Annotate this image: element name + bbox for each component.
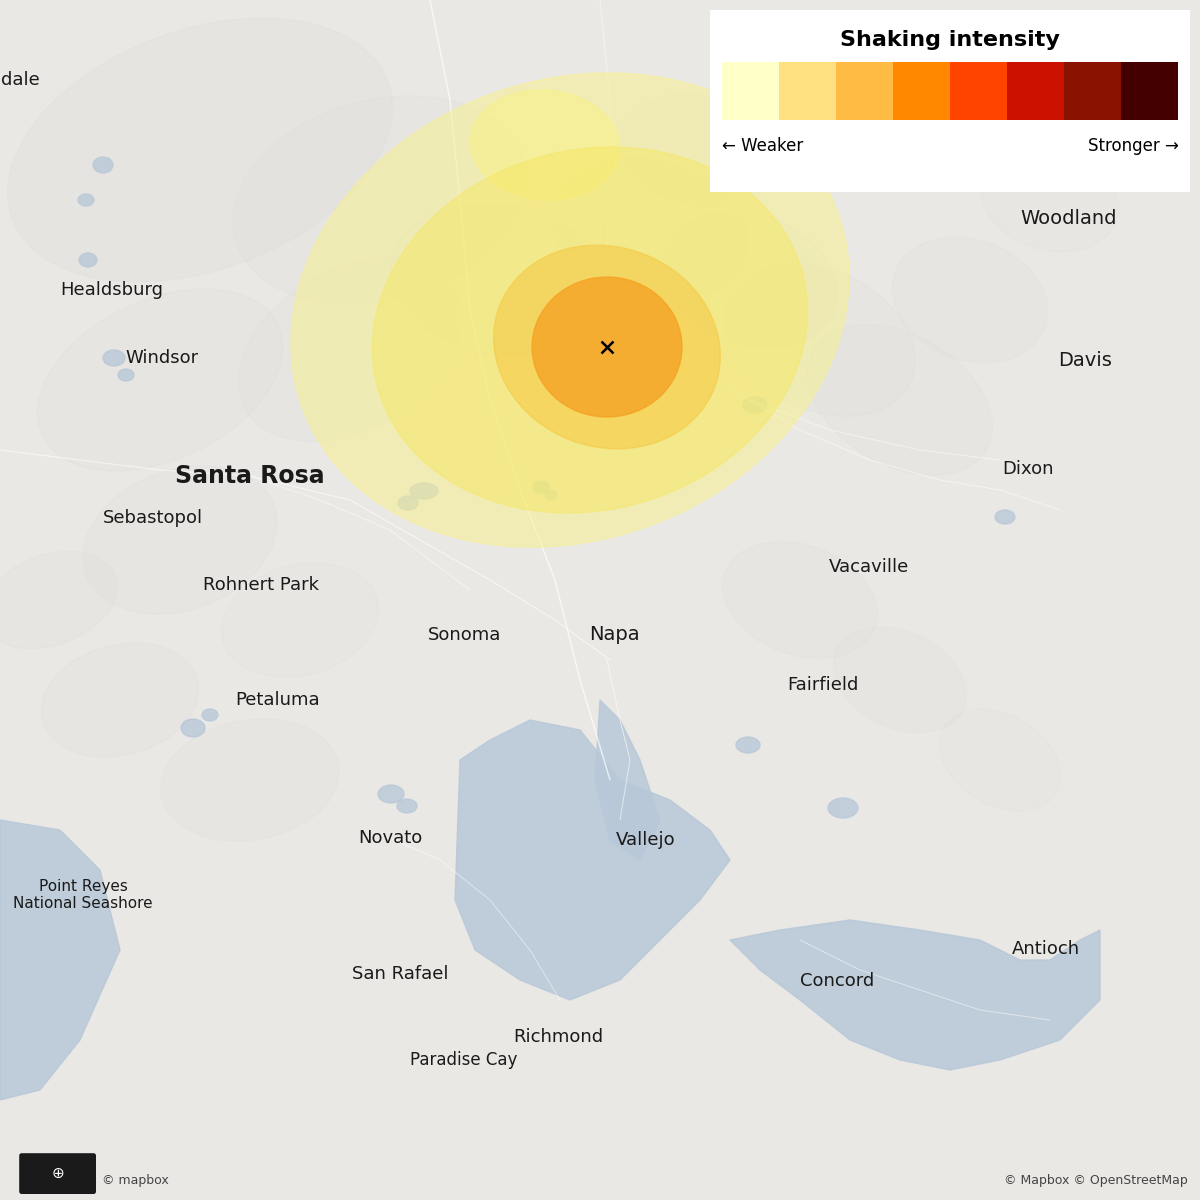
Text: Healdsburg: Healdsburg <box>60 281 163 299</box>
Text: ← Weaker: ← Weaker <box>722 137 804 155</box>
Polygon shape <box>730 920 1100 1070</box>
Text: Davis: Davis <box>1058 352 1112 371</box>
Ellipse shape <box>239 258 461 442</box>
Text: Napa: Napa <box>589 625 640 644</box>
Text: Sonoma: Sonoma <box>428 626 502 644</box>
Ellipse shape <box>397 799 418 814</box>
Ellipse shape <box>470 90 620 200</box>
Ellipse shape <box>982 149 1118 252</box>
Text: Novato: Novato <box>358 829 422 847</box>
Text: Paradise Cay: Paradise Cay <box>410 1051 517 1069</box>
Ellipse shape <box>391 204 610 356</box>
Ellipse shape <box>42 643 198 757</box>
Ellipse shape <box>79 253 97 266</box>
Ellipse shape <box>940 709 1061 811</box>
Ellipse shape <box>532 277 682 416</box>
Text: Shaking intensity: Shaking intensity <box>840 30 1061 50</box>
Polygon shape <box>595 700 660 860</box>
Ellipse shape <box>493 245 720 449</box>
Ellipse shape <box>722 541 877 659</box>
Ellipse shape <box>78 194 94 206</box>
Ellipse shape <box>37 289 282 470</box>
Text: Dixon: Dixon <box>1002 460 1054 478</box>
Ellipse shape <box>833 628 967 733</box>
Ellipse shape <box>410 482 438 499</box>
Text: Point Reyes
National Seashore: Point Reyes National Seashore <box>13 878 152 911</box>
Text: Concord: Concord <box>800 972 874 990</box>
Ellipse shape <box>398 496 418 510</box>
Text: © Mapbox © OpenStreetMap: © Mapbox © OpenStreetMap <box>1004 1175 1188 1188</box>
Ellipse shape <box>290 73 850 547</box>
Ellipse shape <box>620 94 779 206</box>
Text: Vallejo: Vallejo <box>616 830 676 850</box>
Text: ⊕: ⊕ <box>52 1166 64 1181</box>
Text: Petaluma: Petaluma <box>235 691 320 709</box>
Ellipse shape <box>233 96 527 304</box>
Ellipse shape <box>545 490 557 500</box>
Ellipse shape <box>828 798 858 818</box>
Ellipse shape <box>552 157 749 302</box>
Ellipse shape <box>94 157 113 173</box>
Text: Fairfield: Fairfield <box>787 676 859 694</box>
Text: Santa Rosa: Santa Rosa <box>175 464 325 488</box>
Text: Vacaville: Vacaville <box>829 558 910 576</box>
Ellipse shape <box>378 785 404 803</box>
Text: Antioch: Antioch <box>1012 940 1080 958</box>
Ellipse shape <box>161 719 340 841</box>
Ellipse shape <box>808 325 992 475</box>
Text: Woodland: Woodland <box>1020 209 1116 228</box>
Polygon shape <box>455 720 730 1000</box>
Text: Richmond: Richmond <box>512 1028 604 1046</box>
Ellipse shape <box>743 397 767 413</box>
Ellipse shape <box>533 481 550 493</box>
Ellipse shape <box>0 552 118 648</box>
Text: © mapbox: © mapbox <box>102 1175 169 1188</box>
Ellipse shape <box>83 466 277 614</box>
Ellipse shape <box>202 709 218 721</box>
Text: Windsor: Windsor <box>126 349 198 367</box>
Ellipse shape <box>736 737 760 754</box>
Ellipse shape <box>103 350 125 366</box>
Ellipse shape <box>995 510 1015 524</box>
Text: dale: dale <box>1 71 40 89</box>
Ellipse shape <box>725 264 916 416</box>
Ellipse shape <box>662 211 838 348</box>
Polygon shape <box>0 820 120 1100</box>
Ellipse shape <box>372 148 808 512</box>
Ellipse shape <box>7 18 392 282</box>
Text: Stronger →: Stronger → <box>1087 137 1178 155</box>
Text: Rohnert Park: Rohnert Park <box>203 576 319 594</box>
Text: Sebastopol: Sebastopol <box>103 509 203 527</box>
Text: San Rafael: San Rafael <box>352 965 449 983</box>
Ellipse shape <box>892 238 1048 362</box>
Ellipse shape <box>181 719 205 737</box>
Ellipse shape <box>118 370 134 382</box>
Ellipse shape <box>222 563 378 677</box>
